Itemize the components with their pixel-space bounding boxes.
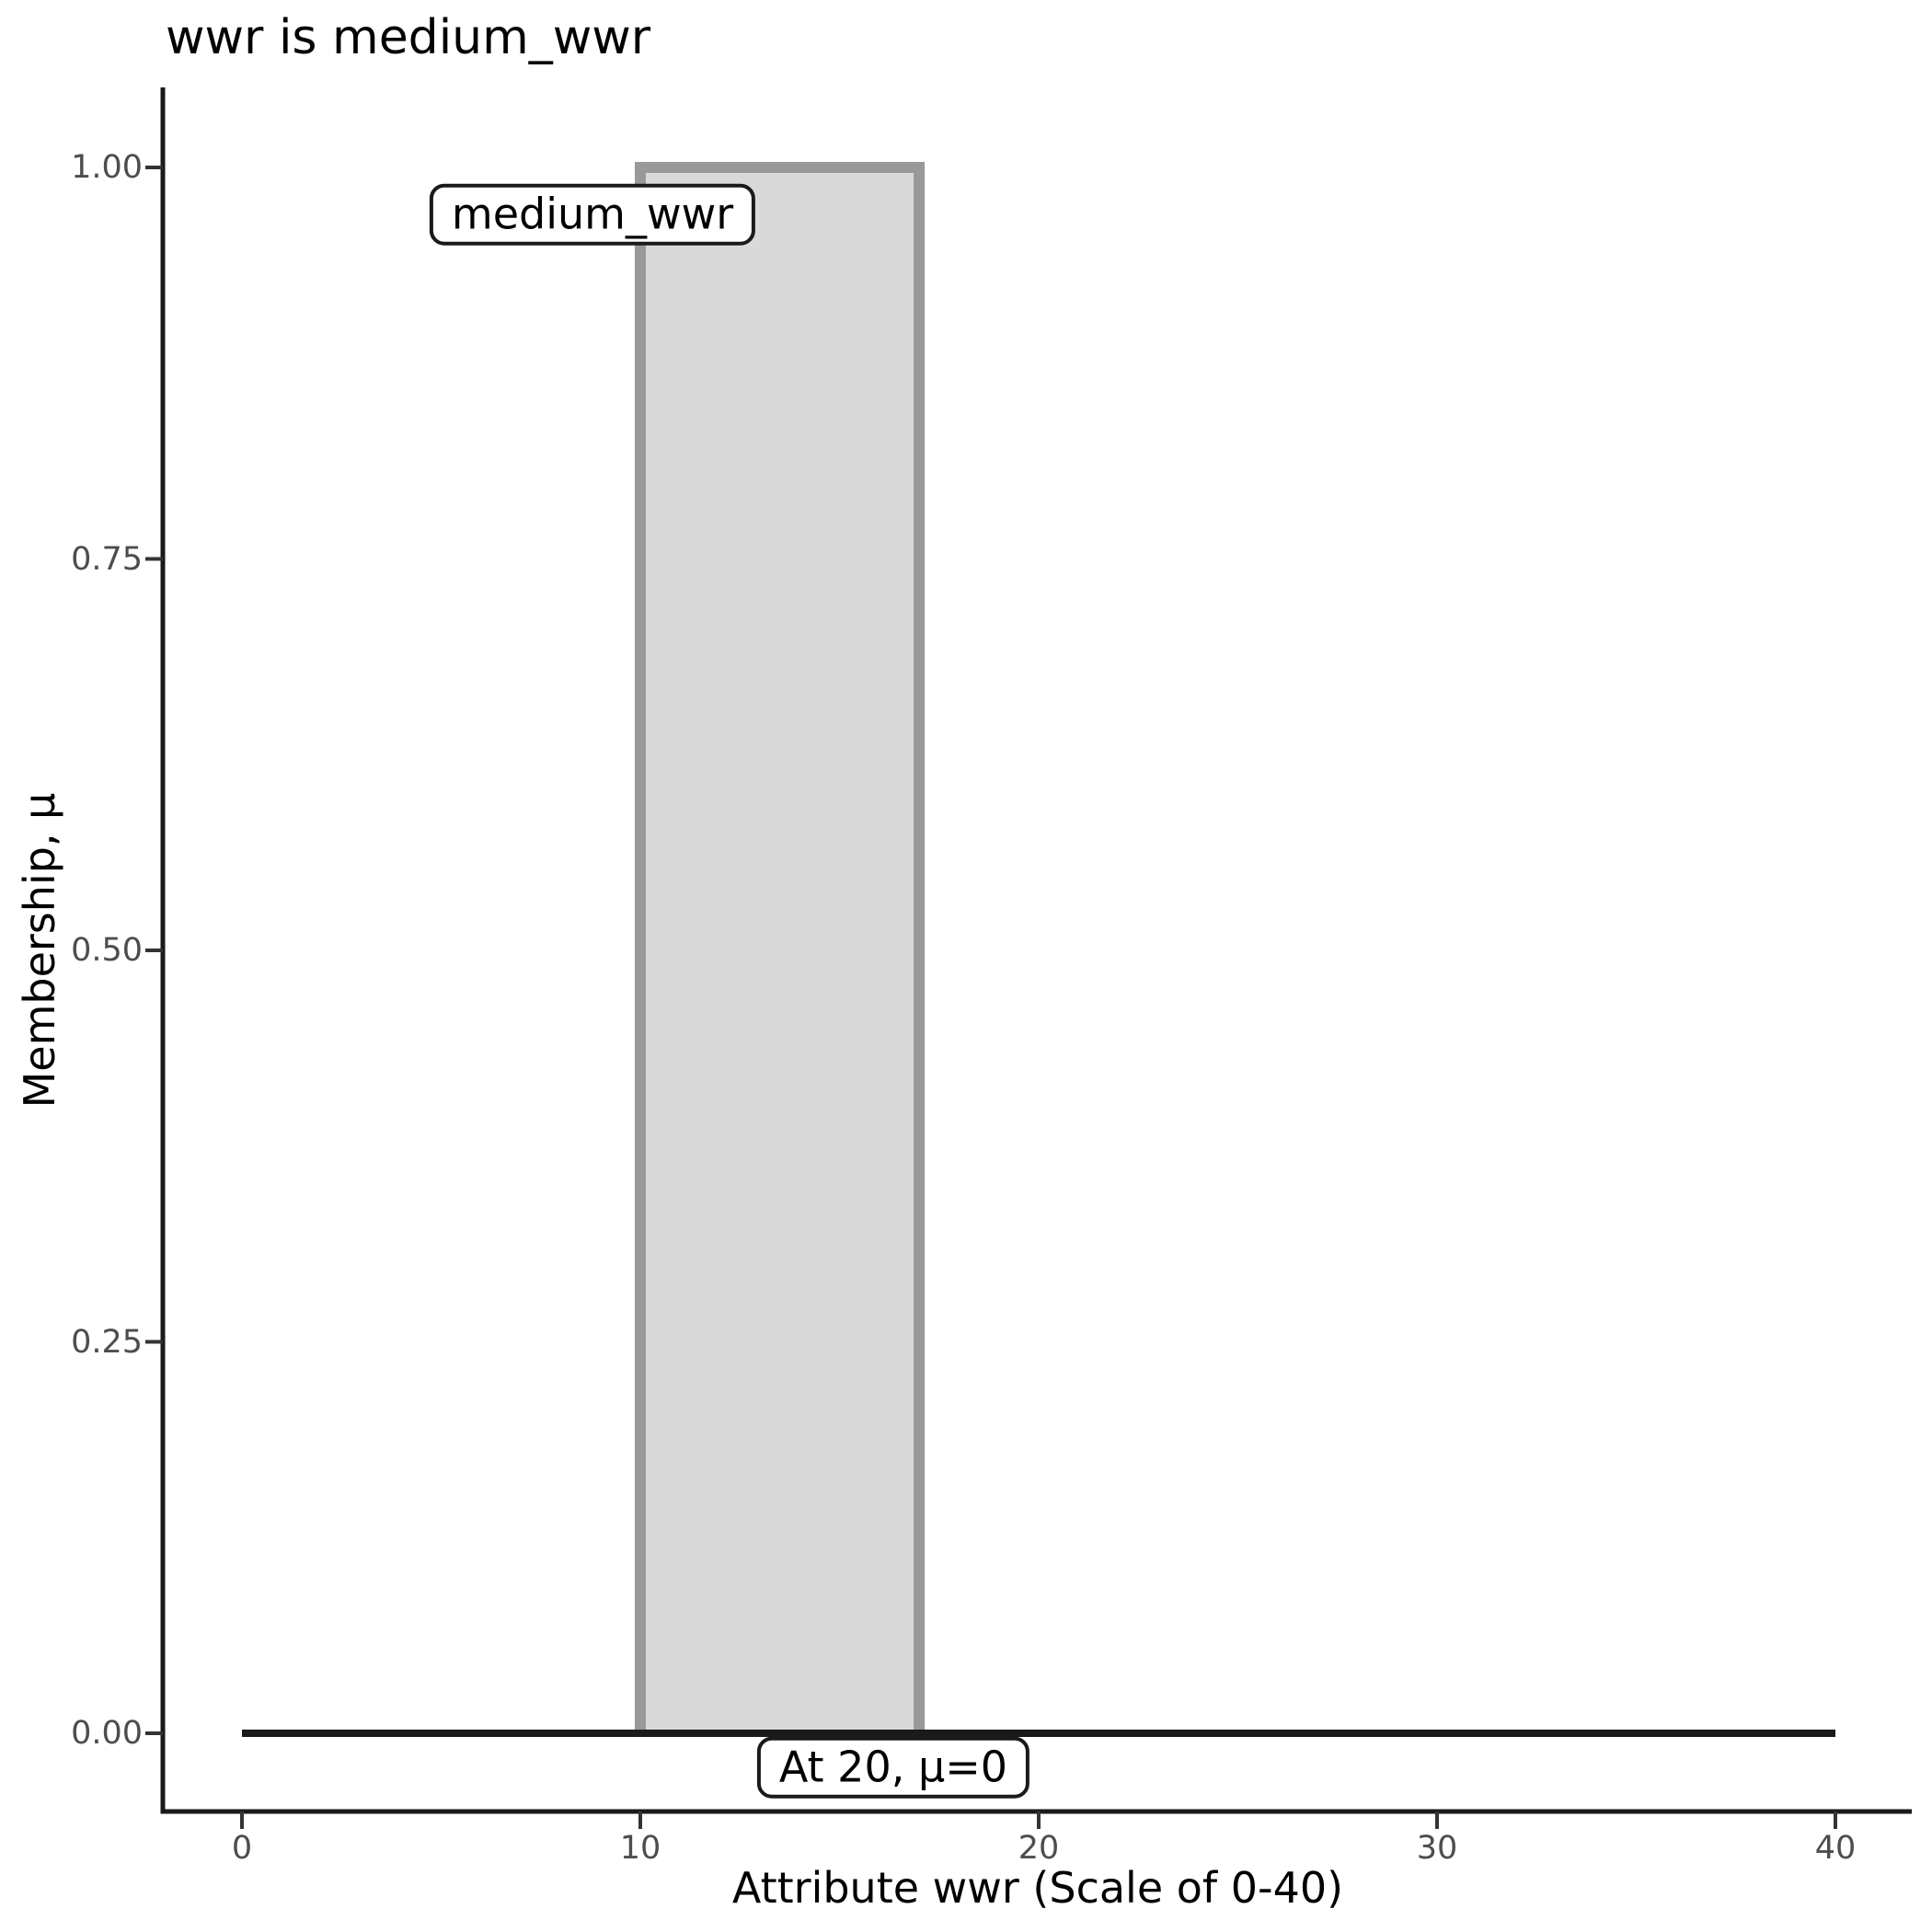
x-axis-title: Attribute wwr (Scale of 0-40) bbox=[731, 1863, 1344, 1913]
x-tick-label: 0 bbox=[231, 1830, 253, 1867]
y-tick-label: 0.50 bbox=[71, 932, 143, 969]
x-tick-label: 10 bbox=[619, 1830, 661, 1867]
series-layer bbox=[242, 162, 1835, 1737]
y-tick-label: 1.00 bbox=[71, 149, 143, 186]
annotation-medium-wwr: medium_wwr bbox=[429, 183, 756, 246]
annotation-at-20-mu-0: At 20, μ=0 bbox=[756, 1737, 1030, 1799]
x-tick-label: 30 bbox=[1416, 1830, 1458, 1867]
y-tick-label: 0.75 bbox=[71, 540, 143, 578]
membership-fill bbox=[640, 167, 920, 1733]
membership-outline bbox=[635, 162, 926, 1733]
x-tick-label: 20 bbox=[1018, 1830, 1060, 1867]
chart-title: wwr is medium_wwr bbox=[166, 10, 651, 65]
y-tick-label: 0.25 bbox=[71, 1323, 143, 1361]
axis-tick-marks bbox=[145, 166, 1837, 1829]
x-tick-label: 40 bbox=[1814, 1830, 1857, 1867]
y-tick-label: 0.00 bbox=[71, 1715, 143, 1752]
